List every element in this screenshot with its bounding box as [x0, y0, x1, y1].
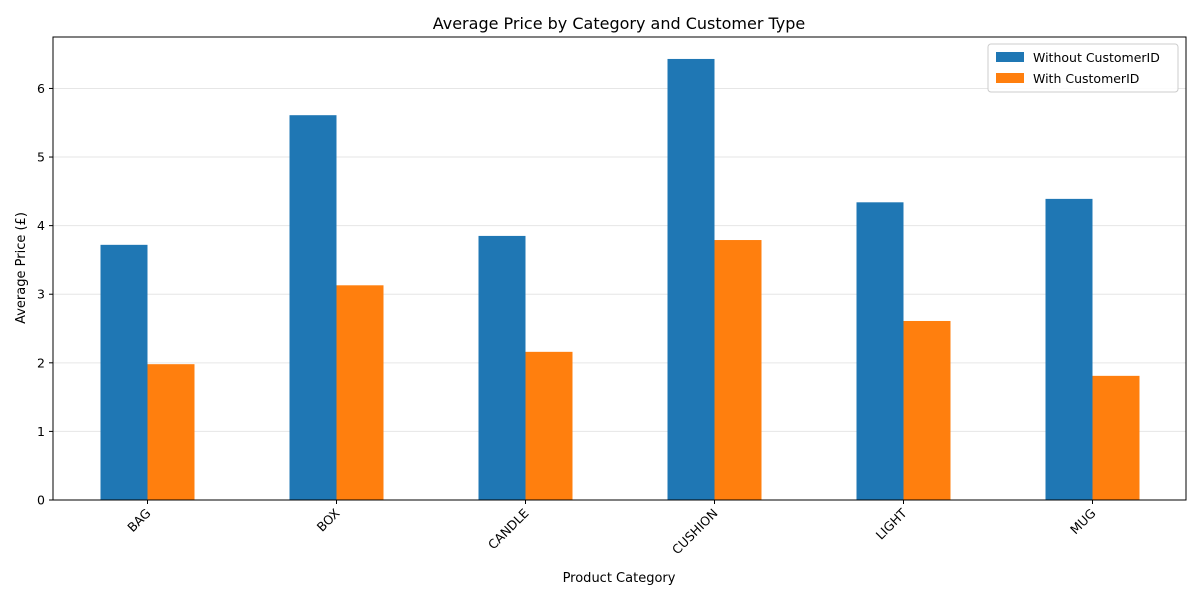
y-tick-label: 6	[37, 81, 45, 96]
bar-mug-without-customerid	[1045, 198, 1093, 500]
legend-swatch	[996, 73, 1024, 83]
bar-mug-with-customerid	[1092, 375, 1140, 500]
y-tick-label: 1	[37, 424, 45, 439]
y-tick-label: 0	[37, 493, 45, 508]
legend-label: With CustomerID	[1033, 71, 1139, 86]
x-tick-label: BAG	[124, 506, 153, 535]
legend-swatch	[996, 52, 1024, 62]
x-axis-ticks: BAG BOX CANDLE CUSHION LIGHT MUG	[124, 500, 1099, 558]
bar-box-without-customerid	[289, 115, 337, 500]
bar-light-with-customerid	[903, 320, 951, 500]
y-axis-ticks: 0 1 2 3 4 5 6	[37, 81, 53, 508]
grid-lines	[53, 87, 1186, 501]
y-tick-label: 5	[37, 150, 45, 165]
x-tick-label: BOX	[314, 505, 343, 534]
bar-candle-without-customerid	[478, 235, 526, 500]
y-tick-label: 4	[37, 218, 45, 233]
x-tick-label: CUSHION	[669, 506, 721, 558]
bar-box-with-customerid	[336, 285, 384, 500]
legend-box	[987, 43, 1179, 93]
y-tick-label: 2	[37, 355, 45, 370]
y-axis-label: Average Price (£)	[14, 212, 29, 324]
plot-frame	[52, 36, 1187, 501]
bar-light-without-customerid	[856, 202, 904, 500]
legend-label: Without CustomerID	[1033, 50, 1160, 65]
bar-candle-with-customerid	[525, 351, 573, 500]
y-tick-label: 3	[37, 287, 45, 302]
x-axis-label: Product Category	[563, 571, 676, 586]
x-tick-label: MUG	[1067, 506, 1099, 538]
chart-title: Average Price by Category and Customer T…	[433, 14, 806, 33]
bar-bag-without-customerid	[100, 244, 148, 500]
x-tick-label: CANDLE	[485, 505, 532, 552]
bars-group	[100, 58, 1140, 501]
bar-cushion-with-customerid	[714, 240, 762, 501]
x-tick-label: LIGHT	[873, 505, 910, 542]
legend: Without CustomerID With CustomerID	[987, 43, 1179, 93]
bar-cushion-without-customerid	[667, 58, 715, 500]
bar-bag-with-customerid	[147, 364, 195, 500]
